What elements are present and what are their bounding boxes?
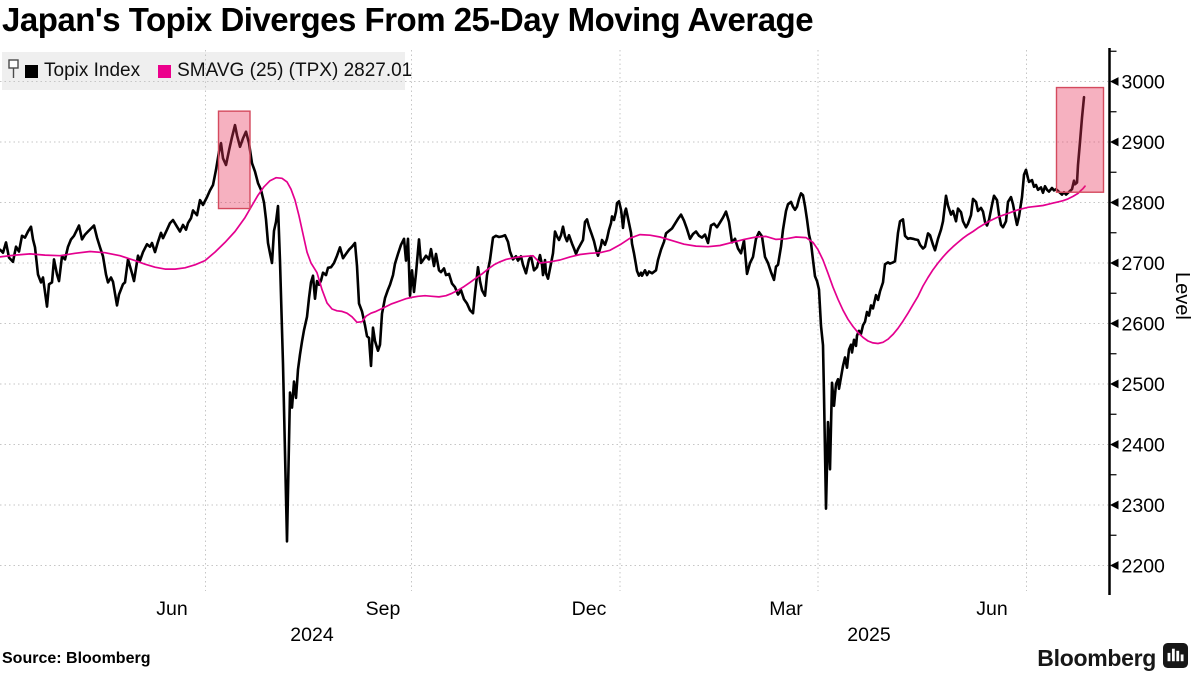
annotation-pin-icon [8, 56, 20, 86]
y-axis-major-tick [1110, 500, 1119, 510]
y-axis-major-tick [1110, 440, 1119, 449]
x-axis-year-label: 2025 [847, 624, 891, 646]
page-title: Japan's Topix Diverges From 25-Day Movin… [2, 1, 814, 38]
y-axis-major-tick [1110, 379, 1119, 389]
smavg-line [0, 176, 1086, 345]
y-axis-tick-label: 2500 [1122, 374, 1166, 396]
bloomberg-logo: Bloomberg [1037, 643, 1188, 673]
topix-series-swatch-icon [25, 64, 38, 78]
y-axis-tick-label: 3000 [1122, 72, 1166, 94]
x-axis-year-label: 2024 [290, 624, 334, 646]
y-axis-major-tick [1110, 198, 1119, 207]
x-axis-month-label: Jun [976, 598, 1007, 620]
x-axis-month-label: Mar [769, 598, 803, 620]
y-axis-tick-label: 2200 [1122, 556, 1166, 578]
topix-line [0, 95, 1086, 543]
y-axis-tick-label: 2800 [1122, 193, 1166, 215]
x-axis-month-label: Jun [156, 598, 187, 620]
y-axis-tick-label: 2600 [1122, 314, 1166, 336]
y-axis-tick-label: 2900 [1122, 132, 1166, 154]
y-axis-tick-label: 2300 [1122, 495, 1166, 517]
chart-legend: Topix Index SMAVG (25) (TPX) 2827.01 [2, 52, 412, 90]
y-axis-title: Level [1171, 272, 1193, 320]
legend-label-topix: Topix Index [44, 60, 141, 81]
smavg-series-swatch-icon [158, 64, 172, 78]
y-axis-major-tick [1110, 137, 1119, 147]
divergence-highlight-box [217, 110, 251, 210]
bloomberg-mark-icon [1163, 643, 1188, 673]
source-attribution: Source: Bloomberg [2, 650, 151, 667]
y-axis-major-tick [1110, 319, 1119, 328]
legend-label-smavg: SMAVG (25) (TPX) 2827.01 [177, 60, 413, 81]
divergence-highlight-box [1055, 86, 1105, 193]
y-axis-tick-label: 2700 [1122, 253, 1166, 275]
x-axis-month-label: Sep [366, 598, 401, 620]
y-axis-major-tick [1110, 258, 1119, 268]
y-axis-major-tick [1110, 561, 1119, 570]
y-axis-tick-label: 2400 [1122, 435, 1166, 457]
x-axis-month-label: Dec [572, 598, 607, 620]
bloomberg-wordmark: Bloomberg [1037, 644, 1156, 671]
y-axis-major-tick [1110, 77, 1119, 86]
